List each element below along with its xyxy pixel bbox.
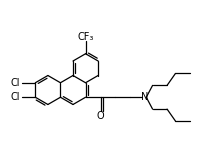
- Text: O: O: [97, 111, 105, 121]
- Text: N: N: [141, 92, 148, 102]
- Text: Cl: Cl: [11, 92, 20, 102]
- Text: CF₃: CF₃: [77, 32, 94, 42]
- Text: Cl: Cl: [11, 78, 20, 88]
